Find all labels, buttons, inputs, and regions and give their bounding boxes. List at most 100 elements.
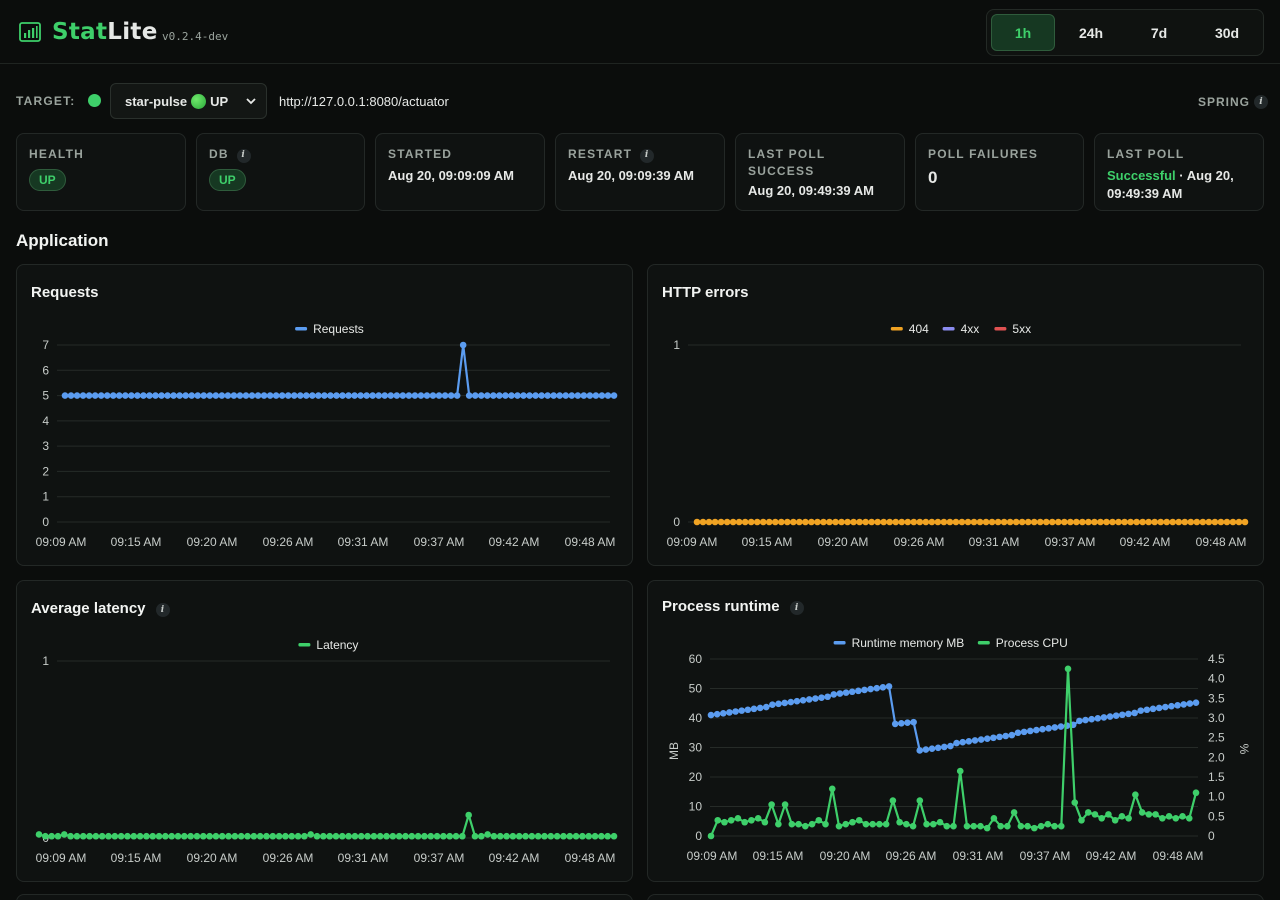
data-point (149, 832, 157, 840)
data-point (990, 815, 998, 822)
data-point (1010, 809, 1018, 816)
data-point (723, 518, 731, 526)
data-point (550, 392, 557, 399)
data-point (1193, 518, 1201, 526)
x-tick-label: 09:48 AM (1196, 535, 1247, 549)
data-point (586, 392, 594, 399)
data-point (1000, 518, 1008, 526)
data-point (1078, 816, 1085, 824)
data-point (964, 518, 972, 526)
data-point (313, 832, 321, 840)
data-point (35, 831, 43, 838)
data-point (73, 832, 81, 840)
y2-tick-label: 2.0 (1208, 750, 1225, 764)
data-point (946, 518, 954, 526)
info-icon[interactable]: i (1254, 95, 1268, 109)
data-point (471, 392, 479, 399)
data-point (983, 824, 991, 832)
http-errors-panel: HTTP errors 0 1 09:09 AM 09:15 AM 09:20 AM 09… (647, 264, 1264, 566)
data-point (225, 832, 232, 840)
data-point (965, 738, 973, 745)
data-point (187, 832, 194, 840)
data-point (411, 392, 419, 399)
data-point (174, 832, 182, 840)
data-point (333, 392, 340, 399)
restart-label: RESTART (568, 147, 633, 161)
data-point (844, 518, 851, 526)
target-select[interactable]: star-pulse UP (110, 83, 267, 119)
data-point (808, 518, 815, 526)
data-point (855, 816, 863, 824)
data-point (218, 392, 226, 399)
data-point (922, 746, 930, 753)
range-1h-button[interactable]: 1h (991, 14, 1055, 51)
data-point (290, 392, 298, 399)
range-24h-button[interactable]: 24h (1078, 24, 1104, 41)
data-point (943, 822, 951, 830)
data-point (916, 747, 924, 754)
data-point (828, 785, 836, 793)
y-tick-label: 1 (42, 654, 49, 668)
y2-tick-label: 2.5 (1208, 731, 1225, 745)
data-point (713, 710, 721, 718)
data-point (862, 820, 870, 828)
x-tick-label: 09:15 AM (753, 849, 804, 863)
data-point (876, 820, 883, 828)
data-point (376, 832, 384, 840)
data-point (1186, 700, 1194, 707)
data-point (490, 392, 497, 399)
data-point (199, 832, 207, 840)
data-point (441, 392, 449, 399)
data-point (835, 822, 843, 830)
framework-label: SPRING (1197, 95, 1250, 109)
data-point (747, 518, 755, 526)
data-point (326, 832, 333, 840)
data-point (754, 815, 762, 822)
data-point (389, 832, 397, 840)
data-point (848, 688, 856, 696)
data-point (574, 392, 582, 399)
data-point (1172, 815, 1180, 822)
x-tick-label: 09:09 AM (687, 849, 738, 863)
x-tick-label: 09:37 AM (414, 851, 465, 865)
x-tick-label: 09:37 AM (414, 535, 465, 549)
data-point (909, 822, 917, 830)
info-icon[interactable]: i (640, 148, 655, 163)
data-point (357, 832, 365, 840)
data-point (610, 832, 618, 840)
data-point (496, 832, 504, 840)
data-point (224, 392, 232, 399)
legend-swatch (977, 641, 990, 645)
data-point (134, 392, 141, 399)
data-point (738, 707, 745, 714)
info-icon[interactable]: i (236, 148, 251, 163)
data-point (874, 518, 881, 526)
data-point (1109, 518, 1116, 526)
data-point (784, 518, 791, 526)
data-point (604, 392, 612, 399)
data-point (459, 341, 467, 349)
data-point (1241, 518, 1249, 526)
info-icon[interactable]: i (155, 603, 170, 617)
data-point (1165, 813, 1173, 820)
process-runtime-panel: Process runtime i 0 10 20 30 40 50 60 0 0.5 1.0 1.5… (647, 580, 1264, 882)
x-tick-label: 09:09 AM (36, 535, 87, 549)
info-icon[interactable]: i (789, 601, 804, 615)
data-point (1235, 518, 1243, 526)
data-point (707, 711, 715, 719)
data-point (136, 832, 144, 840)
data-point (357, 392, 364, 399)
last-poll-success-card: LAST POLL SUCCESS Aug 20, 09:49:39 AM (735, 133, 905, 211)
range-30d-button[interactable]: 30d (1214, 24, 1240, 41)
chevron-down-icon (246, 98, 256, 105)
y2-tick-label: 0 (1208, 829, 1215, 843)
data-point (1036, 518, 1044, 526)
x-tick-label: 09:31 AM (338, 851, 389, 865)
y-tick-label: 60 (689, 652, 703, 666)
data-point (307, 831, 315, 838)
x-tick-label: 09:15 AM (111, 851, 162, 865)
data-point (320, 832, 327, 840)
range-7d-button[interactable]: 7d (1150, 24, 1168, 41)
data-point (1125, 815, 1132, 822)
legend-label: 4xx (961, 322, 980, 336)
